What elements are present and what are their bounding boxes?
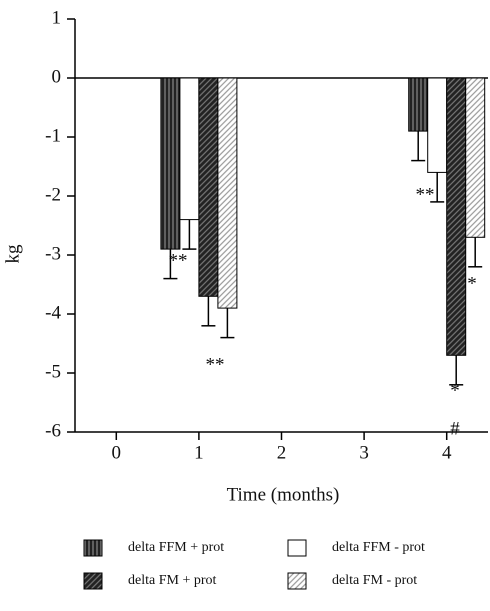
error-bar [430,172,445,203]
error-bar [163,249,178,280]
y-axis-label: kg [2,244,23,264]
annotation: * [467,273,477,294]
error-bar [220,308,235,339]
legend-swatch [83,572,103,590]
error-bar [449,355,464,386]
bar [446,77,467,356]
x-tick-label: 0 [112,442,122,463]
legend-swatch [287,572,307,590]
y-tick-label: -1 [45,125,61,146]
x-tick-label: 1 [194,442,204,463]
bar [160,77,181,250]
legend-label: delta FM - prot [332,573,417,588]
y-tick-label: 0 [52,66,62,87]
annotation: * [450,380,460,401]
error-bar [201,296,216,327]
error-bar [468,237,483,268]
bar [465,77,486,238]
x-tick-label: 2 [277,442,287,463]
legend-swatch [287,539,307,557]
annotation: # [450,418,460,439]
legend-label: delta FFM + prot [128,540,224,555]
bar [427,77,448,173]
legend-label: delta FM + prot [128,573,216,588]
error-bar [411,131,426,162]
bar [179,77,200,221]
legend-label: delta FFM - prot [332,540,425,555]
y-tick-label: 1 [52,7,62,28]
annotation: ** [169,250,188,271]
error-bar [182,219,197,250]
bar [217,77,238,309]
bar [408,77,429,132]
y-tick-label: -2 [45,184,61,205]
y-tick-label: -5 [45,361,61,382]
x-tick-label: 4 [442,442,452,463]
x-tick-label: 3 [359,442,369,463]
bar [198,77,219,297]
legend-swatch [83,539,103,557]
annotation: ** [206,354,225,375]
annotation: ** [416,184,435,205]
x-axis-label: Time (months) [227,484,340,505]
y-tick-label: -4 [45,302,61,323]
y-tick-label: -3 [45,243,61,264]
y-tick-label: -6 [45,420,61,441]
